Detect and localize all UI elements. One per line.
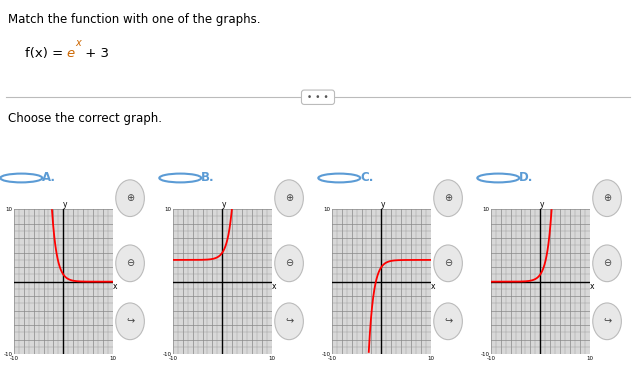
Text: y: y (63, 200, 67, 209)
Text: + 3: + 3 (81, 47, 109, 60)
Text: ⊖: ⊖ (603, 258, 611, 268)
Text: x: x (272, 282, 277, 291)
Ellipse shape (116, 303, 144, 340)
Text: B.: B. (202, 171, 215, 185)
Text: Match the function with one of the graphs.: Match the function with one of the graph… (8, 13, 260, 26)
Text: x: x (431, 282, 436, 291)
Ellipse shape (275, 180, 303, 217)
Text: x: x (590, 282, 595, 291)
Ellipse shape (434, 245, 462, 282)
Ellipse shape (434, 180, 462, 217)
Ellipse shape (116, 180, 144, 217)
Ellipse shape (116, 245, 144, 282)
Text: e: e (67, 47, 75, 60)
Text: ⊖: ⊖ (126, 258, 134, 268)
Text: y: y (540, 200, 544, 209)
Ellipse shape (275, 245, 303, 282)
Text: ↪: ↪ (603, 316, 611, 326)
Ellipse shape (593, 180, 621, 217)
Text: Choose the correct graph.: Choose the correct graph. (8, 112, 162, 125)
Text: ⊖: ⊖ (285, 258, 293, 268)
Ellipse shape (275, 303, 303, 340)
Text: ⊕: ⊕ (126, 193, 134, 203)
Ellipse shape (434, 303, 462, 340)
Text: x: x (113, 282, 118, 291)
Text: A.: A. (42, 171, 57, 185)
Text: y: y (222, 200, 226, 209)
Text: ⊕: ⊕ (285, 193, 293, 203)
Text: • • •: • • • (304, 93, 332, 102)
Text: f(x) =: f(x) = (25, 47, 68, 60)
Text: y: y (381, 200, 385, 209)
Text: ↪: ↪ (126, 316, 134, 326)
Text: D.: D. (519, 171, 534, 185)
Text: ⊕: ⊕ (603, 193, 611, 203)
Text: ⊖: ⊖ (444, 258, 452, 268)
Ellipse shape (593, 303, 621, 340)
Text: x: x (75, 38, 81, 48)
Text: ↪: ↪ (285, 316, 293, 326)
Ellipse shape (593, 245, 621, 282)
Text: ⊕: ⊕ (444, 193, 452, 203)
Text: C.: C. (360, 171, 374, 185)
Text: ↪: ↪ (444, 316, 452, 326)
